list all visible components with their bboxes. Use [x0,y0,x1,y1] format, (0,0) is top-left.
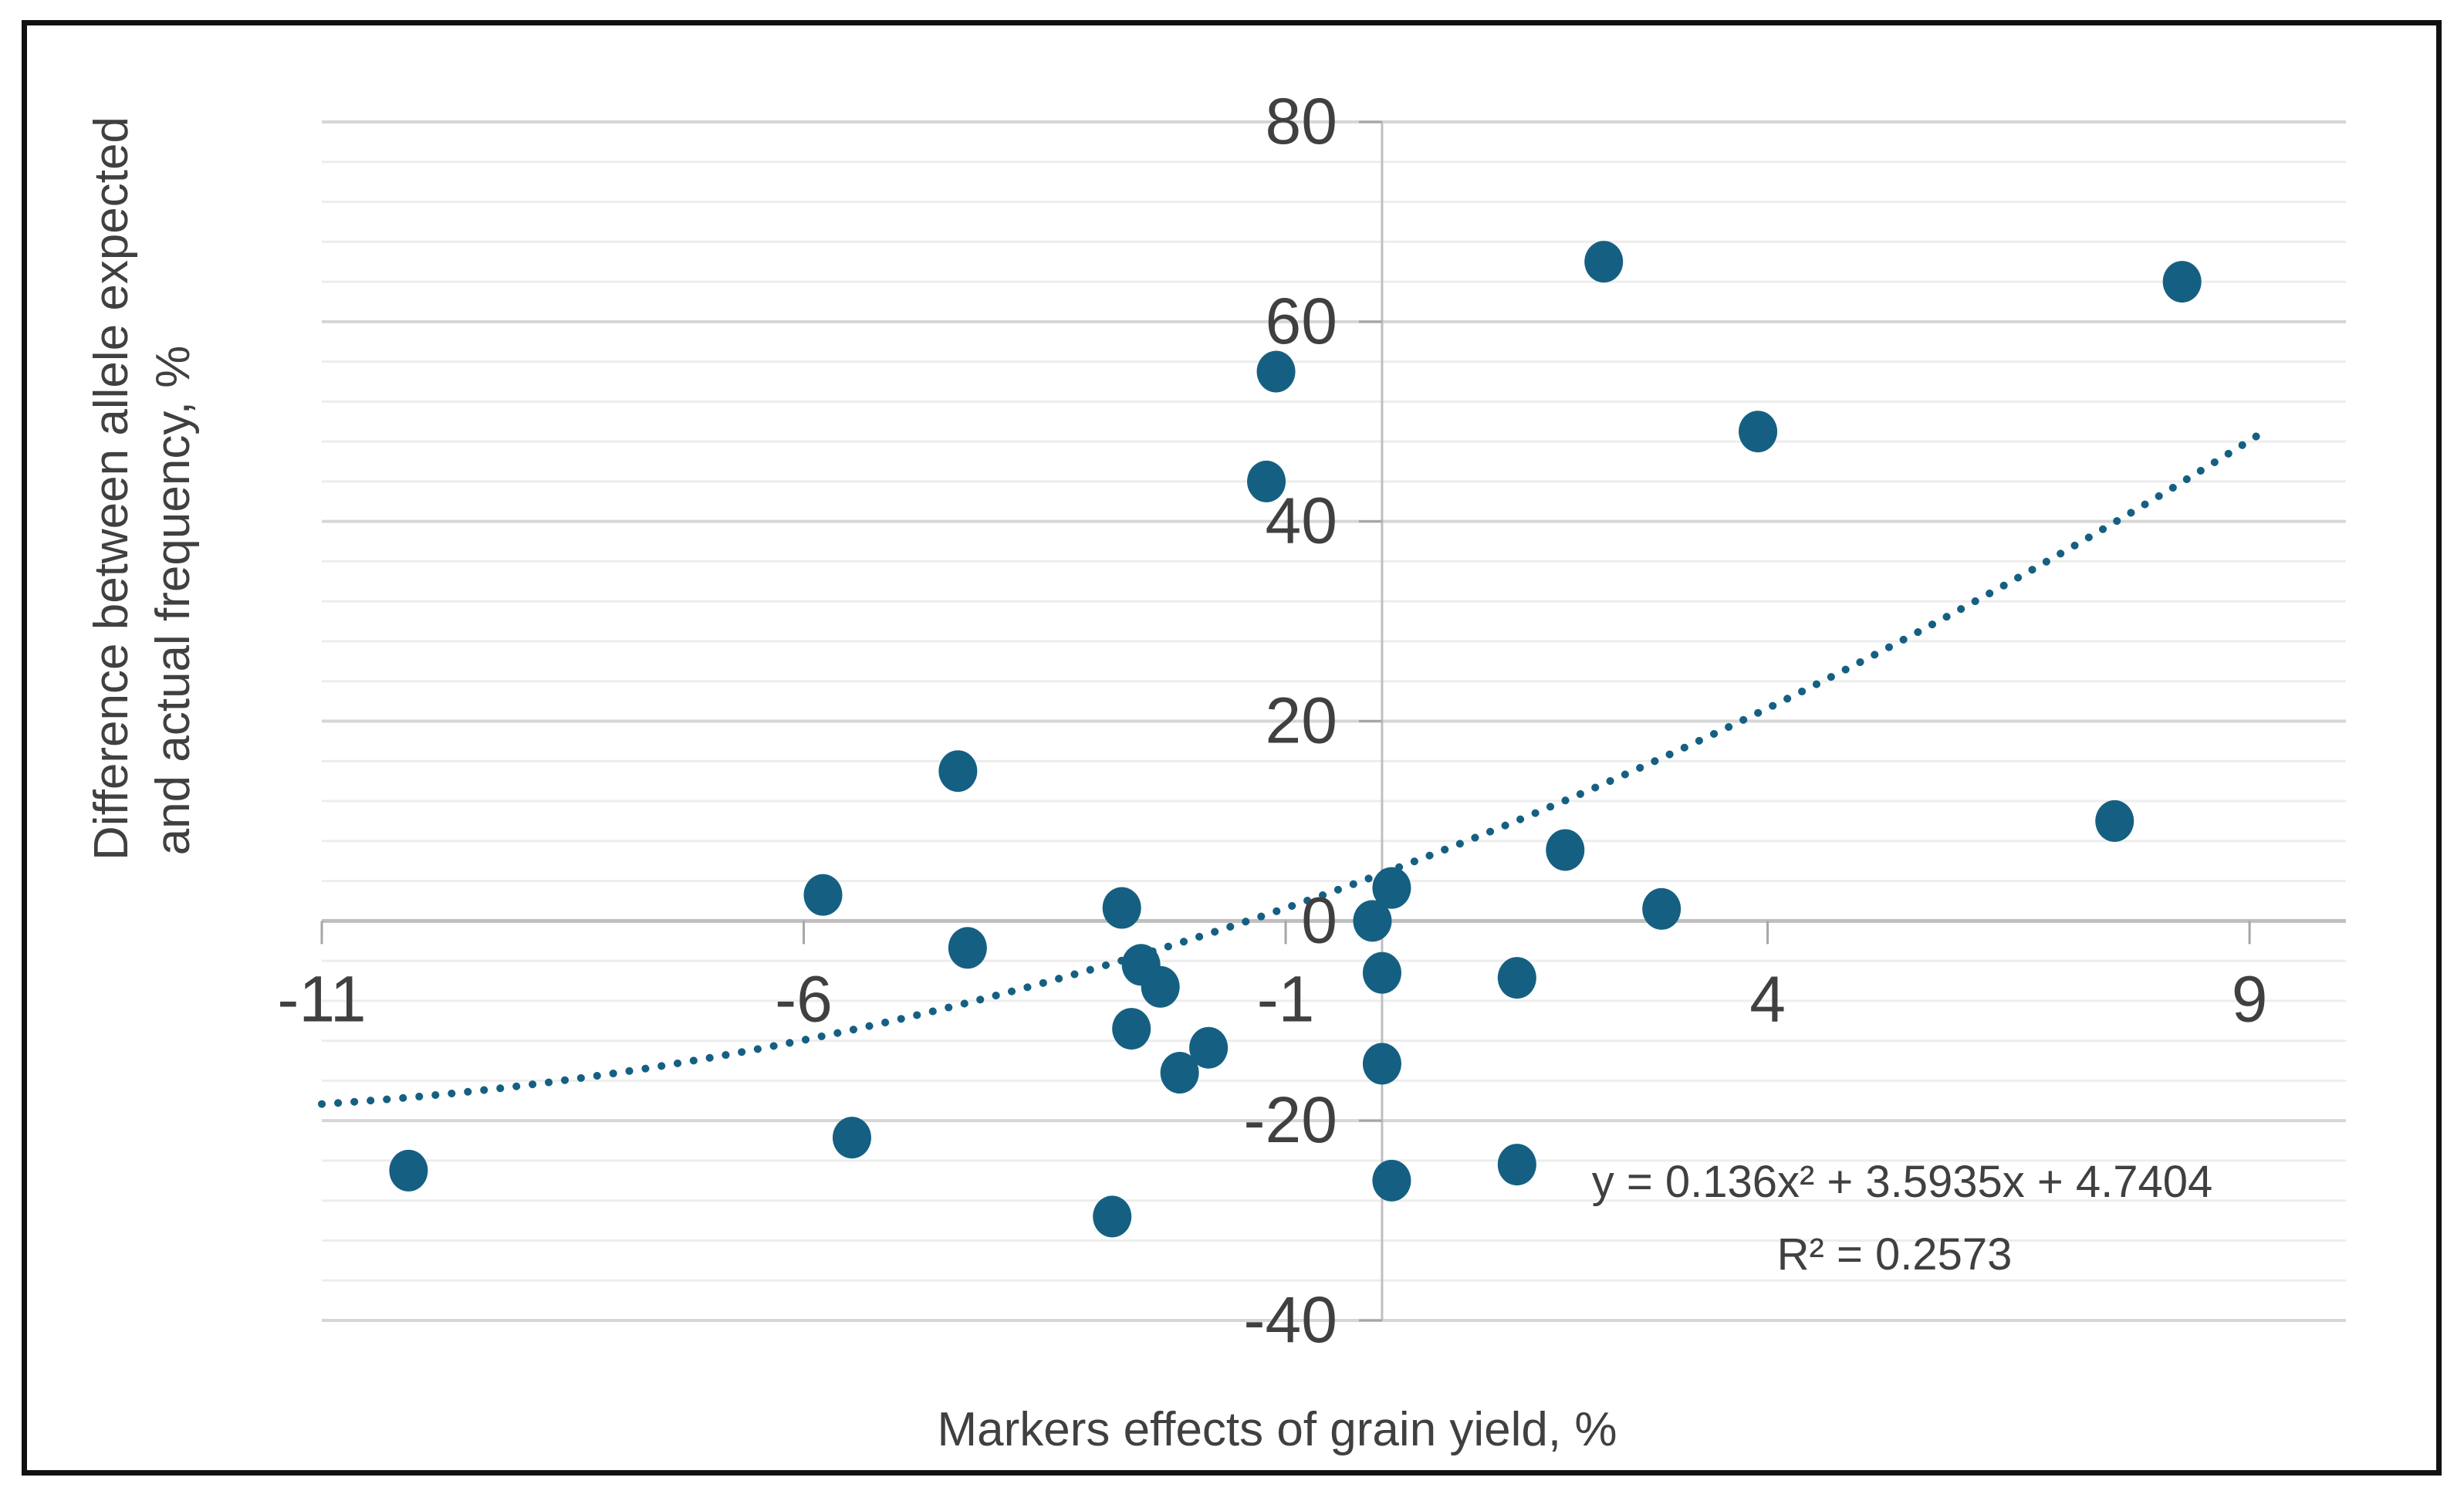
data-point [1497,957,1536,999]
y-axis-tick-label: 40 [1266,485,1337,557]
y-axis-tick-label: -40 [1244,1283,1337,1356]
data-point [1739,411,1778,453]
y-axis-tick-labels: 80 60 40 20 0 -20 -40 [1244,85,1337,1356]
data-point [1497,1144,1536,1186]
axis-tick-marks [320,120,2251,1322]
minor-gridlines [322,161,2346,1282]
data-point [1247,460,1286,502]
data-point [1093,1195,1132,1238]
data-point [832,1117,871,1159]
x-axis-tick-label: -11 [277,962,366,1035]
data-point [1584,241,1624,283]
data-point [938,750,978,793]
data-point [1642,887,1682,930]
trendline-r-squared-label: R² = 0.2573 [1777,1229,2013,1280]
trendline-dotted-curve [318,431,2263,1108]
data-point [1372,867,1411,909]
data-point [948,927,987,969]
data-point [389,1149,428,1192]
data-point [1102,887,1141,929]
y-axis-tick-label: 20 [1266,685,1337,757]
x-axis-tick-label: 4 [1749,962,1786,1035]
y-axis-tick-label: 0 [1301,884,1337,956]
data-point [1362,952,1401,994]
data-point [1362,1043,1401,1085]
trendline-equation-label: y = 0.136x² + 3.5935x + 4.7404 [1592,1157,2213,1207]
y-axis-tick-label: -20 [1244,1083,1337,1156]
y-axis-tick-label: 60 [1266,285,1337,357]
y-axis-title-line1: Difference between allele expected [85,117,138,860]
x-axis-tick-labels: -11 -6 -1 4 9 [277,962,2267,1035]
data-point [1546,829,1585,871]
data-point [1141,965,1180,1008]
scatter-chart: -11 -6 -1 4 9 80 60 40 20 0 -20 -40 Markers effect… [85,85,2346,1456]
data-point [2095,800,2134,842]
x-axis-title: Markers effects of grain yield, % [938,1403,1617,1456]
y-axis-tick-label: 80 [1266,85,1337,157]
data-point [2162,261,2202,303]
x-axis-tick-label: -6 [775,962,833,1035]
data-points [389,241,2202,1238]
data-point [1112,1008,1151,1050]
data-point [803,874,843,916]
y-axis-title-line2: and actual frequency, % [147,346,200,856]
data-point [1160,1052,1199,1094]
chart-border-frame: -11 -6 -1 4 9 80 60 40 20 0 -20 -40 Markers effect… [22,20,2442,1476]
x-axis-tick-label: 9 [2232,962,2268,1035]
data-point [1256,350,1296,393]
data-point [1372,1159,1411,1202]
data-point [1189,1026,1229,1069]
data-point [1353,900,1392,942]
x-axis-tick-label: -1 [1257,962,1315,1035]
